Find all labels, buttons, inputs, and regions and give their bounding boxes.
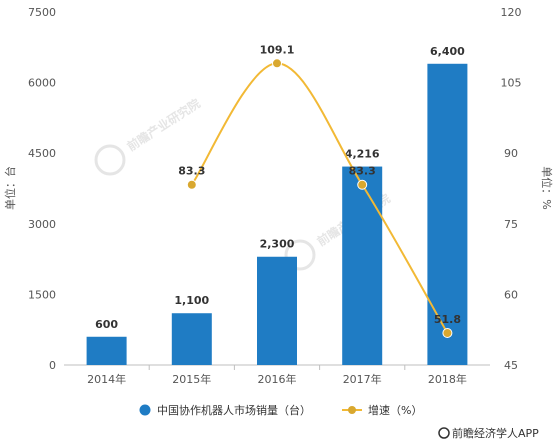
x-tick-label: 2017年 — [343, 372, 382, 386]
x-tick-label: 2016年 — [258, 372, 297, 386]
y-right-axis-label: 单位：% — [540, 166, 554, 209]
y-right-tick-label: 60 — [504, 288, 518, 301]
bar-value-label: 600 — [95, 318, 118, 331]
legend-bar-label: 中国协作机器人市场销量（台） — [157, 403, 311, 417]
y-left-tick-label: 6000 — [28, 77, 56, 90]
y-left-axis-label: 单位：台 — [3, 166, 17, 210]
source: 前瞻经济学人APP — [438, 426, 539, 440]
y-left-tick-label: 0 — [49, 359, 56, 372]
bar-value-label: 6,400 — [430, 45, 465, 58]
x-tick-label: 2015年 — [172, 372, 211, 386]
y-right-tick-label: 105 — [501, 77, 522, 90]
legend-line-marker — [348, 406, 356, 414]
growth-point — [272, 58, 282, 69]
growth-value-label: 83.3 — [349, 165, 376, 178]
bar — [342, 166, 383, 365]
growth-line: 83.3 109.1 83.3 51.8 — [178, 43, 461, 338]
watermark-logo-icon — [284, 239, 316, 271]
growth-line-path — [190, 62, 449, 334]
y-left-tick-label: 7500 — [28, 6, 56, 19]
bar — [257, 256, 297, 365]
growth-point — [442, 327, 453, 338]
bar — [427, 63, 468, 365]
x-tick-label: 2018年 — [428, 372, 467, 386]
growth-value-label: 51.8 — [434, 313, 461, 326]
x-tick-label: 2014年 — [87, 372, 126, 386]
bar — [171, 313, 212, 365]
bar-value-label: 2,300 — [260, 238, 295, 251]
legend-bar-swatch — [139, 404, 151, 416]
y-left-tick-label: 4500 — [28, 147, 56, 160]
bar-value-label: 1,100 — [174, 294, 209, 307]
y-right-tick-label: 45 — [504, 359, 518, 372]
source-text: 前瞻经济学人APP — [452, 426, 539, 440]
y-left-tick-label: 3000 — [28, 218, 56, 231]
source-logo-icon — [438, 427, 450, 439]
legend-line-label: 增速（%） — [368, 403, 422, 417]
growth-point — [186, 179, 197, 190]
bar — [86, 336, 127, 365]
y-right-tick-label: 75 — [504, 218, 518, 231]
growth-value-label: 109.1 — [260, 43, 295, 56]
y-right-tick-label: 120 — [501, 6, 522, 19]
growth-value-label: 83.3 — [178, 165, 205, 178]
y-right-tick-label: 90 — [504, 147, 518, 160]
growth-point — [357, 179, 368, 190]
y-left-tick-label: 1500 — [28, 288, 56, 301]
legend: 中国协作机器人市场销量（台） 增速（%） — [139, 403, 422, 417]
watermark-logo-icon — [94, 144, 126, 176]
bar-value-label: 4,216 — [345, 148, 380, 161]
axes: 0 1500 3000 4500 6000 7500 45 60 75 90 105 120 2014年… — [3, 6, 554, 386]
watermark-text: 前瞻产业研究院 — [124, 96, 203, 154]
bars: 600 1,100 2,300 4,216 6,400 — [86, 45, 468, 365]
